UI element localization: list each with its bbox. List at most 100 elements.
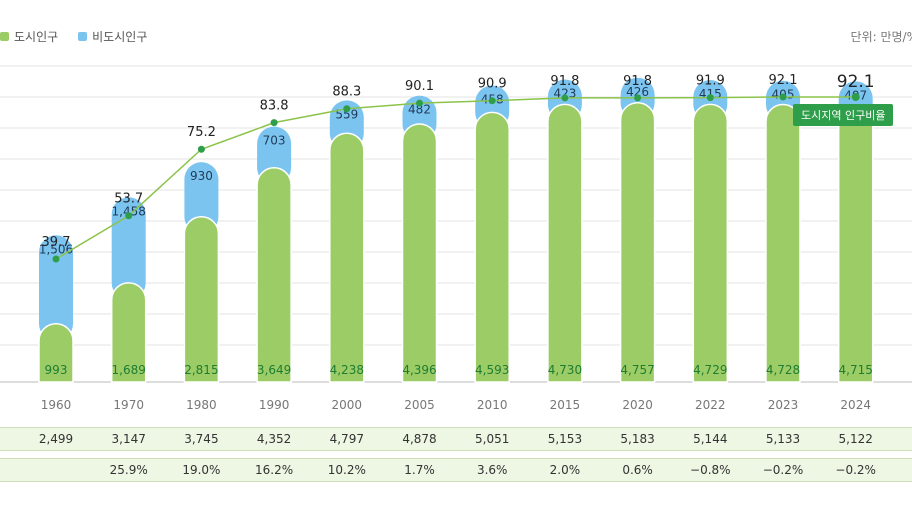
bar-nonurban [39,235,73,341]
growth-value: 25.9% [110,463,148,477]
ratio-point [416,99,423,107]
bar-urban [256,167,292,383]
urban-swatch-icon [0,32,9,41]
bar-urban [38,322,74,383]
bar-urban [547,103,583,383]
ratio-label: 91.9 [696,74,725,89]
ratio-point [270,119,278,127]
bar-label-urban: 4,715 [839,363,873,377]
ratio-label: 83.8 [260,99,289,114]
bar-urban [765,103,801,383]
growth-value: 19.0% [182,463,220,477]
ratio-label: 91.8 [623,74,652,89]
bar-label-urban: 4,396 [402,363,436,377]
total-value: 5,153 [548,432,582,446]
ratio-point [125,212,133,220]
bar-label-urban: 4,728 [766,363,800,377]
ratio-label: 91.8 [550,74,579,89]
bar-label-urban: 4,238 [330,363,364,377]
x-tick-label: 2000 [332,398,363,412]
x-tick-label: 2005 [404,398,435,412]
x-tick-label: 1990 [259,398,290,412]
bar-urban [329,132,365,383]
totals-band [0,427,912,451]
x-tick-label: 2020 [622,398,653,412]
ratio-point [634,94,642,102]
ratio-point [343,105,351,113]
x-tick-label: 1980 [186,398,217,412]
bar-label-nonurban: 930 [190,169,213,183]
legend-item-nonurban: 비도시인구 [78,28,147,45]
ratio-label: 90.9 [478,77,507,92]
bar-urban [837,104,874,383]
nonurban-swatch-icon [78,32,88,41]
total-value: 4,352 [257,432,291,446]
bar-label-urban: 4,757 [620,363,654,377]
growth-value: 0.6% [622,463,653,477]
legend-item-urban: 도시인구 [0,28,58,45]
bar-label-urban: 4,729 [693,363,727,377]
bar-label-nonurban: 482 [408,103,431,117]
total-value: 5,051 [475,432,509,446]
ratio-point [488,97,496,105]
ratio-label: 90.1 [405,79,434,94]
legend-label-nonurban: 비도시인구 [92,30,148,44]
legend-label-urban: 도시인구 [14,30,59,44]
growth-value: 10.2% [328,463,366,477]
ratio-label: 75.2 [187,125,216,140]
total-value: 5,183 [620,432,654,446]
x-tick-label: 2024 [840,398,871,412]
total-value: 2,499 [39,432,73,446]
bar-label-nonurban: 1,506 [39,242,73,256]
ratio-badge: 도시지역 인구비율 [793,104,894,126]
ratio-label: 92.1 [837,72,875,92]
x-tick-label: 2015 [550,398,581,412]
bar-label-nonurban: 426 [626,85,649,99]
ratio-point [52,255,60,263]
total-value: 4,878 [402,432,436,446]
bar-label-urban: 993 [45,363,68,377]
ratio-label: 39.7 [42,235,71,250]
bar-urban [692,103,729,383]
bar-label-nonurban: 423 [553,87,576,101]
growth-value: −0.2% [763,463,804,477]
total-value: 5,144 [693,432,727,446]
ratio-point [706,94,714,102]
legend: 도시인구 비도시인구 [0,28,147,45]
bar-urban [619,102,656,383]
ratio-line [55,96,856,260]
x-tick-label: 1960 [41,398,72,412]
bar-nonurban [111,197,146,300]
growth-value: −0.2% [835,463,876,477]
bar-nonurban [184,162,219,234]
x-tick-label: 1970 [113,398,144,412]
x-tick-label: 2022 [695,398,726,412]
ratio-point [851,93,860,101]
total-value: 5,122 [839,432,873,446]
growth-value: 2.0% [550,463,581,477]
unit-label: 단위: 만명/% [850,30,912,44]
bar-label-urban: 3,649 [257,363,291,377]
bar-label-nonurban: 559 [335,107,358,121]
x-tick-label: 2010 [477,398,508,412]
bar-label-urban: 4,593 [475,363,509,377]
growth-value: 3.6% [477,463,508,477]
growth-value: 1.7% [404,463,435,477]
total-value: 5,133 [766,432,800,446]
bar-label-nonurban: 703 [263,134,286,148]
bar-urban [183,216,220,383]
ratio-label: 53.7 [114,192,143,207]
bar-label-urban: 1,689 [112,363,146,377]
x-tick-label: 2023 [768,398,799,412]
total-value: 3,147 [112,432,146,446]
ratio-point [779,93,787,101]
growth-value: −0.8% [690,463,731,477]
growth-band [0,458,912,482]
bar-urban [401,123,438,383]
total-value: 3,745 [184,432,218,446]
ratio-point [197,145,205,153]
bar-urban [474,111,510,383]
growth-value: 16.2% [255,463,293,477]
